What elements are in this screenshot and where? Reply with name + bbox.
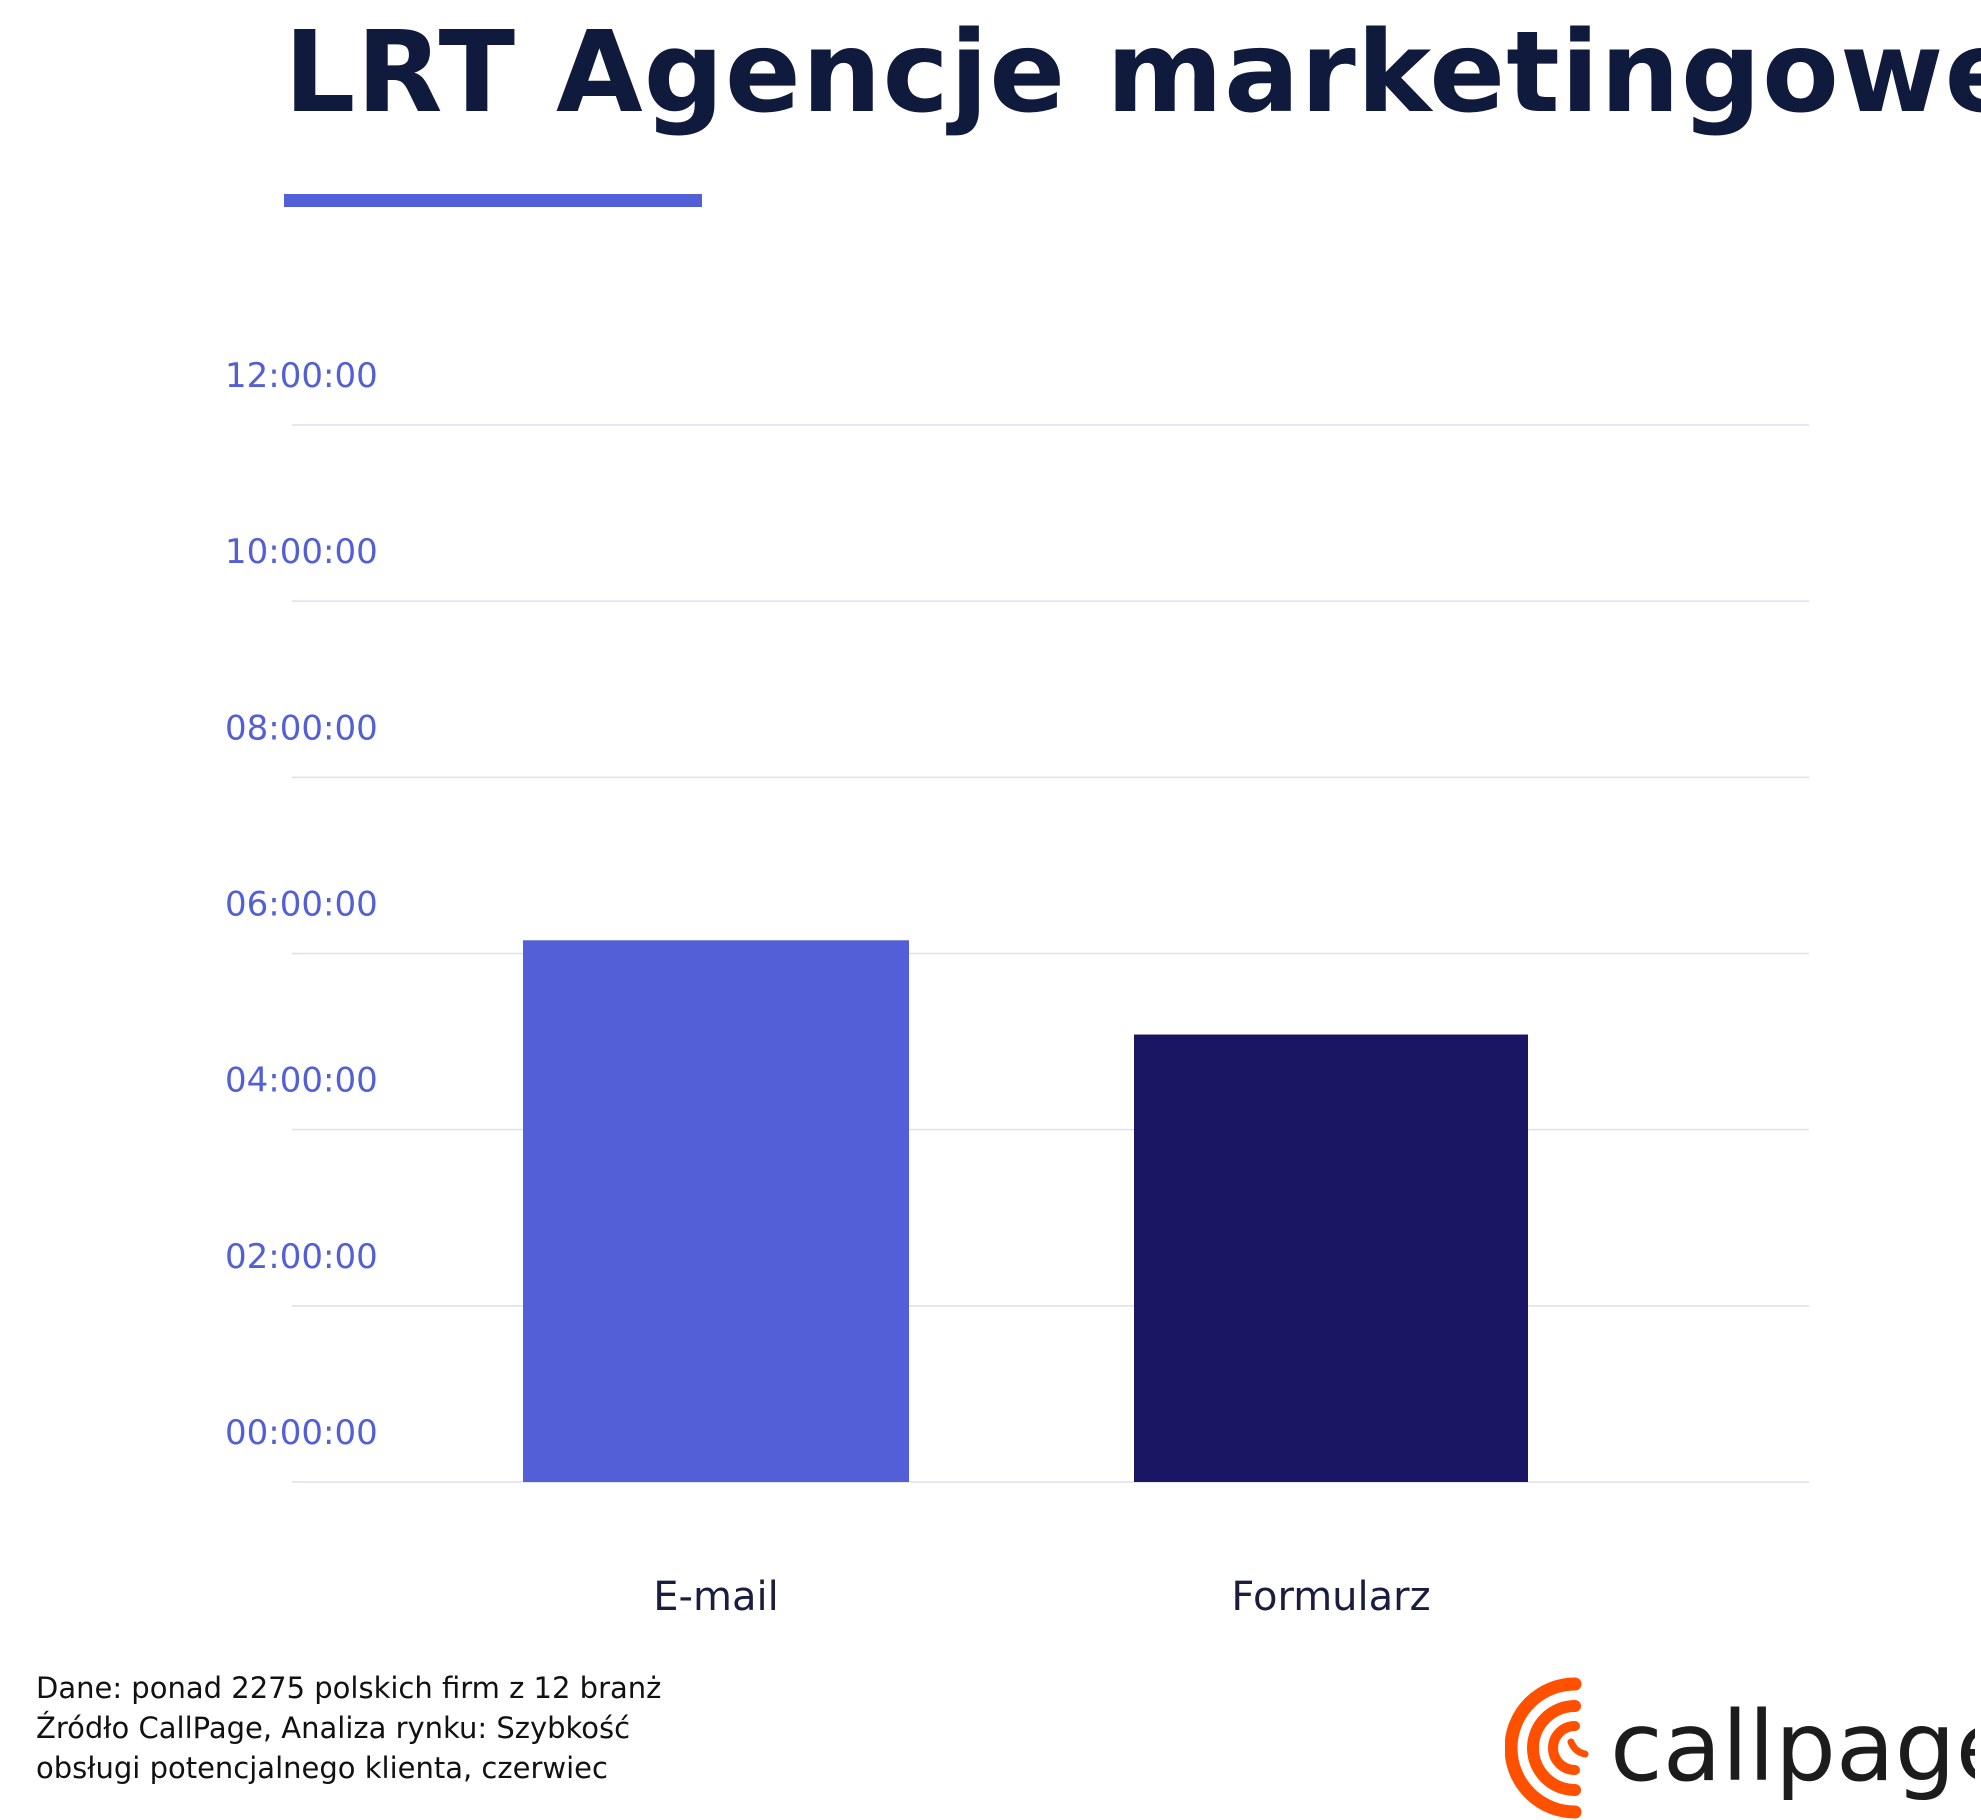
bar-formularz <box>1134 1034 1528 1482</box>
source-line: obsługi potencjalnego klienta, czerwiec <box>36 1751 608 1785</box>
source-line: Źródło CallPage, Analiza rynku: Szybkość <box>36 1711 631 1745</box>
logo-text: callpage <box>1610 1691 1975 1803</box>
y-tick-label: 04:00:00 <box>225 1061 378 1101</box>
chart-title: LRT Agencje marketingowe <box>284 8 1981 138</box>
y-tick-label: 02:00:00 <box>225 1237 378 1277</box>
x-tick-label: Formularz <box>1231 1574 1430 1620</box>
source-line: Dane: ponad 2275 polskich firm z 12 bran… <box>36 1671 662 1705</box>
y-tick-label: 00:00:00 <box>225 1413 378 1453</box>
y-tick-label: 12:00:00 <box>225 356 378 396</box>
bar-e-mail <box>523 940 909 1482</box>
y-tick-label: 06:00:00 <box>225 885 378 925</box>
x-tick-label: E-mail <box>653 1574 778 1620</box>
y-tick-label: 10:00:00 <box>225 532 378 572</box>
y-tick-label: 08:00:00 <box>225 708 378 748</box>
source-note: Dane: ponad 2275 polskich firm z 12 bran… <box>36 1668 661 1788</box>
callpage-spiral-icon <box>1505 1677 1589 1819</box>
bar-chart: 00:00:00 02:00:00 04:00:00 06:00:00 08:00:00… <box>225 356 1809 1620</box>
callpage-logo: callpage <box>1505 1677 1975 1819</box>
title-underline <box>284 194 702 207</box>
